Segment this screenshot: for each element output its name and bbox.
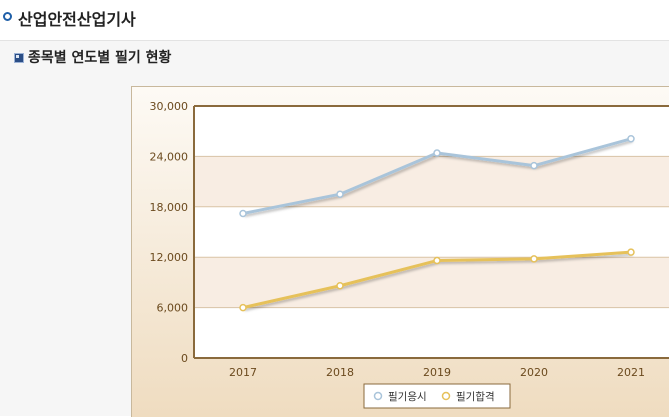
data-point — [336, 282, 344, 290]
grid-band — [194, 307, 669, 358]
data-point — [627, 248, 635, 256]
grid-band — [194, 206, 669, 258]
data-point — [433, 149, 441, 157]
data-point — [433, 256, 441, 265]
title-bar: 산업안전산업기사 — [0, 0, 669, 41]
bullet-icon — [3, 12, 12, 21]
legend-box — [363, 383, 511, 409]
x-tick-label: 2017 — [229, 366, 257, 379]
data-point — [239, 209, 247, 218]
grid-band — [194, 257, 669, 308]
y-tick-label: 12,000 — [150, 251, 189, 264]
data-point — [530, 161, 538, 170]
page-title: 산업안전산업기사 — [18, 10, 136, 29]
data-point — [627, 135, 635, 143]
y-tick-label: 18,000 — [150, 201, 189, 214]
data-point — [530, 255, 538, 263]
y-tick-label: 6,000 — [157, 302, 189, 315]
y-tick-label: 24,000 — [150, 150, 189, 163]
x-tick-label: 2019 — [423, 366, 451, 379]
legend-label: 필기합격 — [456, 390, 495, 403]
data-point — [239, 303, 247, 312]
square-bullet-icon — [14, 53, 24, 63]
x-tick-label: 2021 — [617, 366, 645, 379]
grid-band — [194, 156, 669, 207]
data-point — [336, 190, 344, 198]
x-tick-label: 2018 — [326, 366, 354, 379]
legend-marker — [441, 391, 451, 401]
legend-marker — [373, 391, 383, 401]
legend-label: 필기응시 — [388, 391, 427, 403]
line-chart: 0 6,000 12,000 18,000 24,000 30,000 2017 2018 20… — [132, 87, 669, 417]
chart-container: 0 6,000 12,000 18,000 24,000 30,000 2017 2018 20… — [131, 86, 669, 417]
y-tick-label: 0 — [181, 352, 188, 365]
section-title: 종목별 연도별 필기 현황 — [28, 50, 172, 66]
x-tick-label: 2020 — [520, 366, 548, 379]
y-tick-label: 30,000 — [150, 100, 189, 113]
grid-band — [194, 106, 669, 157]
